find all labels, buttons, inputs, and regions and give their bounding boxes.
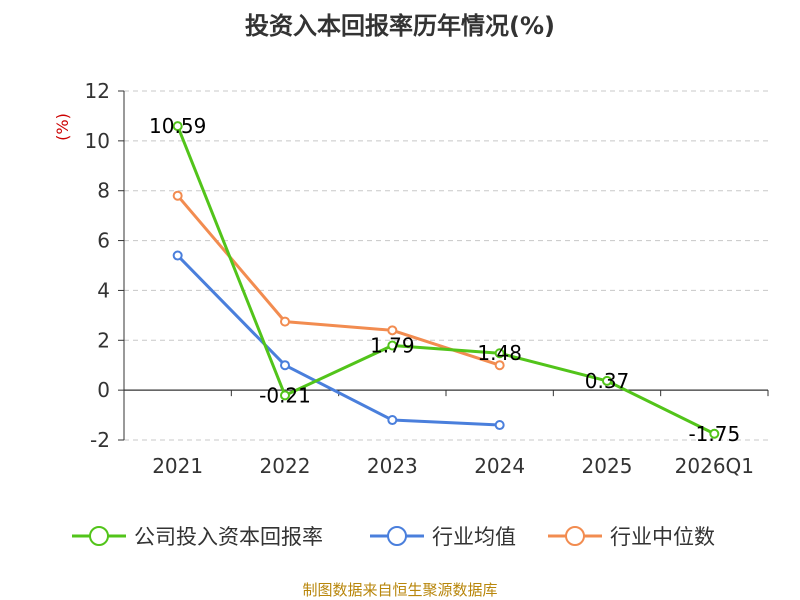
data-point [387,325,398,336]
data-point [494,348,505,359]
x-tick-label: 2026Q1 [675,454,754,478]
data-point [494,420,505,431]
y-tick-label: 12 [85,79,110,103]
data-label: -1.75 [688,422,740,446]
data-point [172,121,183,132]
x-tick-label: 2022 [260,454,311,478]
data-point [494,360,505,371]
legend-marker [565,526,585,546]
data-point [602,375,612,386]
data-point [280,316,290,327]
y-tick-label: 0 [97,378,110,402]
series-line-1 [176,254,500,427]
x-tick-label: 2024 [474,454,525,478]
data-label: 0.37 [585,369,630,393]
chart-title: 投资入本回报率历年情况(%) [245,12,555,40]
y-tick-label: 4 [97,278,110,302]
legend: 公司投入资本回报率 行业均值 行业中位数 [72,525,715,549]
data-point [280,360,290,371]
legend-label: 行业中位数 [610,525,715,549]
data-point [709,428,720,439]
legend-label: 行业均值 [432,525,516,549]
y-tick-label: 6 [97,229,110,253]
legend-marker [89,526,109,546]
data-labels: 10.59 -0.21 1.79 1.48 0.37 -1.75 [149,114,740,446]
data-point [387,340,398,351]
source-note: 制图数据来自恒生聚源数据库 [302,581,497,599]
legend-label: 公司投入资本回报率 [134,525,323,549]
y-axis-label: (%) [53,113,72,141]
series-group [172,121,720,439]
data-point [172,190,183,201]
data-point [172,250,183,261]
x-tick-label: 2021 [152,454,203,478]
grid [124,90,768,441]
legend-marker [387,526,407,546]
y-tick-label: -2 [90,428,110,452]
y-tick-label: 2 [97,328,110,352]
data-label: 10.59 [149,114,206,138]
y-tick-label: 10 [85,129,110,153]
x-tick-label: 2025 [582,454,633,478]
data-label: 1.48 [477,341,522,365]
y-tick-label: 8 [97,179,110,203]
data-point [280,390,290,401]
series-line-0 [176,125,715,436]
data-label: 1.79 [370,334,415,358]
data-point [387,415,398,426]
x-tick-label: 2023 [367,454,418,478]
axes: -2 0 2 4 6 8 10 12 2021 2022 2023 2024 2025 2026Q1 [85,79,769,478]
data-label: -0.21 [259,383,311,407]
